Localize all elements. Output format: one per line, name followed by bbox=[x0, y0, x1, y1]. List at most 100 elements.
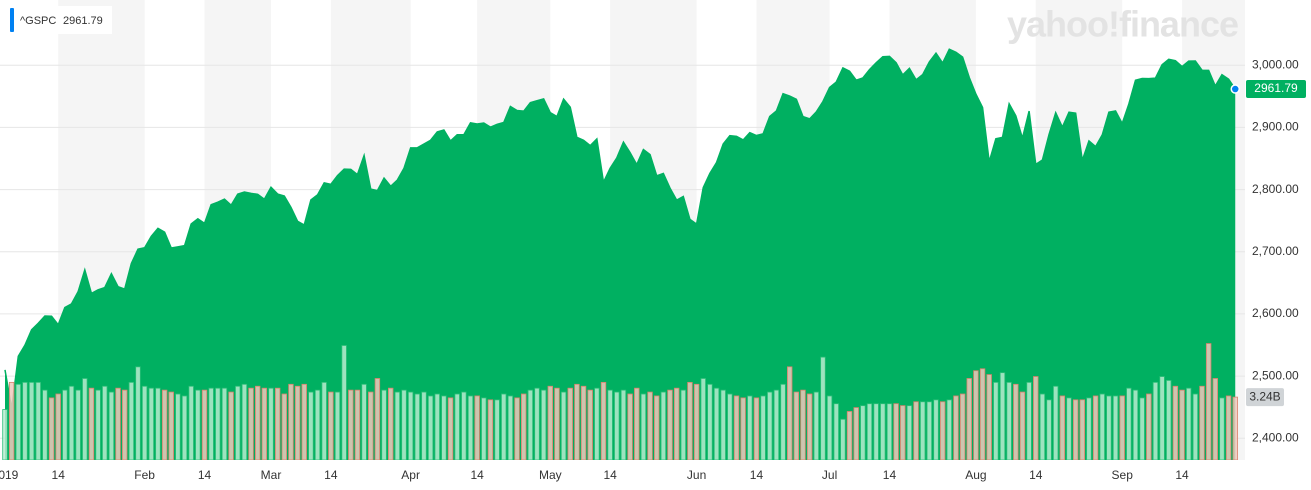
volume-bar bbox=[181, 395, 188, 461]
volume-bar bbox=[740, 397, 746, 461]
volume-bar bbox=[886, 403, 893, 461]
legend-marker bbox=[10, 8, 14, 32]
volume-bar bbox=[161, 389, 168, 461]
volume-bar bbox=[707, 383, 713, 461]
volume-bar bbox=[68, 385, 75, 461]
volume-bar bbox=[634, 387, 640, 461]
x-tick-label: 14 bbox=[470, 468, 484, 482]
price-tag-label: 2961.79 bbox=[1254, 81, 1298, 95]
volume-bar bbox=[501, 393, 507, 461]
volume-bar bbox=[467, 395, 474, 461]
volume-bar bbox=[22, 381, 28, 461]
volume-bar bbox=[1225, 395, 1232, 461]
volume-bar bbox=[188, 385, 194, 461]
volume-bar bbox=[999, 372, 1006, 461]
volume-bar bbox=[873, 403, 879, 461]
volume-bar bbox=[1053, 385, 1059, 461]
x-tick-label: May bbox=[539, 468, 562, 482]
volume-bar bbox=[348, 389, 354, 461]
legend-symbol[interactable]: ^GSPC bbox=[20, 15, 56, 27]
volume-bar bbox=[953, 395, 959, 461]
x-tick-label: 14 bbox=[52, 468, 66, 482]
volume-bar bbox=[540, 389, 547, 461]
volume-bar bbox=[407, 391, 414, 461]
volume-bar bbox=[727, 393, 733, 461]
volume-bar bbox=[354, 389, 361, 461]
volume-bar bbox=[401, 389, 407, 461]
volume-bar bbox=[474, 395, 480, 461]
volume-bar bbox=[1092, 395, 1099, 461]
volume-bar bbox=[979, 368, 986, 461]
volume-bar bbox=[939, 401, 946, 461]
volume-bar bbox=[1006, 381, 1012, 461]
volume-bar bbox=[567, 387, 573, 461]
volume-bar bbox=[75, 389, 81, 461]
volume-bar bbox=[1026, 381, 1032, 461]
y-tick-label: 3,000.00 bbox=[1252, 57, 1299, 71]
volume-bar bbox=[800, 389, 806, 461]
volume-bar bbox=[1205, 343, 1212, 461]
volume-bar bbox=[334, 391, 341, 461]
volume-bar bbox=[1112, 395, 1119, 461]
volume-bar bbox=[853, 407, 859, 461]
volume-bar bbox=[1166, 380, 1172, 461]
volume-bar bbox=[421, 391, 427, 461]
volume-bar bbox=[580, 385, 587, 461]
volume-bar bbox=[959, 393, 966, 461]
volume-bar bbox=[1033, 376, 1039, 461]
volume-bar bbox=[195, 389, 201, 461]
volume-bar bbox=[1139, 397, 1145, 461]
volume-bar bbox=[1106, 395, 1112, 461]
volume-bar bbox=[1059, 395, 1066, 461]
volume-bar bbox=[241, 383, 248, 461]
volume-bar bbox=[514, 397, 520, 461]
volume-bar bbox=[767, 391, 773, 461]
volume-bar bbox=[314, 389, 321, 461]
volume-bar bbox=[846, 411, 853, 461]
volume-bar bbox=[235, 385, 241, 461]
volume-bar bbox=[95, 389, 101, 461]
area-fill bbox=[5, 49, 1236, 460]
volume-bar bbox=[1219, 397, 1225, 461]
x-tick-label: Aug bbox=[965, 468, 986, 482]
volume-bar bbox=[1072, 399, 1079, 461]
volume-bar bbox=[560, 391, 567, 461]
volume-bar bbox=[201, 389, 208, 461]
volume-bar bbox=[1232, 396, 1238, 461]
x-tick-label: 14 bbox=[1029, 468, 1043, 482]
volume-bar bbox=[261, 387, 268, 461]
volume-bar bbox=[115, 387, 121, 461]
volume-bar bbox=[793, 391, 800, 461]
volume-bar bbox=[168, 391, 174, 461]
volume-bar bbox=[780, 383, 786, 461]
x-tick-label: Apr bbox=[401, 468, 420, 482]
plot-layer bbox=[4, 48, 1236, 460]
volume-bar bbox=[993, 381, 999, 461]
volume-bar bbox=[175, 393, 181, 461]
volume-bar bbox=[328, 391, 334, 461]
volume-bar bbox=[341, 345, 347, 461]
volume-bar bbox=[720, 389, 726, 461]
volume-bar bbox=[920, 401, 926, 461]
volume-tag bbox=[1246, 388, 1284, 407]
volume-bar bbox=[155, 387, 161, 461]
volume-bar bbox=[1126, 387, 1132, 461]
volume-bar bbox=[62, 389, 68, 461]
x-tick-label: Feb bbox=[134, 468, 155, 482]
axis-layer: 2,400.00 2,500.00 2,600.00 2,700.00 2,800.00… bbox=[0, 57, 1306, 482]
volume-bar bbox=[820, 356, 826, 461]
volume-bar bbox=[368, 391, 374, 461]
volume-bar bbox=[1132, 389, 1139, 461]
watermark: yahoo!finance bbox=[1007, 4, 1238, 45]
volume-bar bbox=[600, 381, 607, 461]
volume-bar bbox=[554, 387, 560, 461]
volume-bar bbox=[1039, 393, 1046, 461]
volume-bar bbox=[773, 389, 780, 461]
x-tick-label: 14 bbox=[750, 468, 764, 482]
x-tick-label: Jul bbox=[822, 468, 837, 482]
y-tick-label: 2,600.00 bbox=[1252, 306, 1299, 320]
volume-bar bbox=[813, 391, 819, 461]
x-tick-label: 14 bbox=[198, 468, 212, 482]
volume-bar bbox=[228, 391, 234, 461]
